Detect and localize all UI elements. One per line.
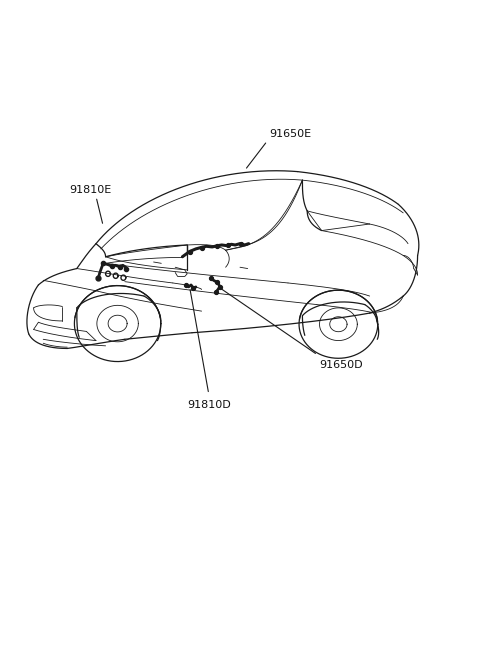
Text: 91810D: 91810D (187, 400, 231, 409)
Text: 91650D: 91650D (319, 360, 363, 370)
Text: 91810E: 91810E (70, 185, 112, 195)
Text: 91650E: 91650E (269, 129, 311, 139)
